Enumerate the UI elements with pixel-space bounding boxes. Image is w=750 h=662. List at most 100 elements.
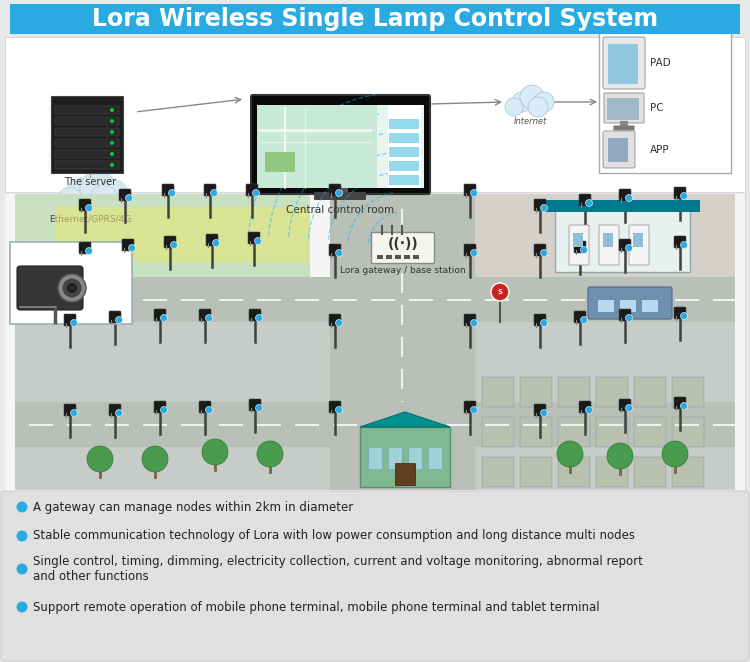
Polygon shape [475,322,735,490]
FancyBboxPatch shape [534,314,546,326]
Text: Support remote operation of mobile phone terminal, mobile phone terminal and tab: Support remote operation of mobile phone… [33,600,600,614]
Text: Lora Wireless Single Lamp Control System: Lora Wireless Single Lamp Control System [92,7,658,31]
FancyBboxPatch shape [619,239,631,251]
Circle shape [128,244,136,252]
Circle shape [335,406,343,414]
Circle shape [470,406,478,414]
FancyBboxPatch shape [51,96,123,173]
FancyBboxPatch shape [413,255,419,259]
FancyBboxPatch shape [634,417,666,447]
FancyBboxPatch shape [55,106,119,114]
FancyBboxPatch shape [520,457,552,487]
FancyBboxPatch shape [599,225,619,265]
FancyBboxPatch shape [603,37,645,89]
FancyBboxPatch shape [64,404,76,416]
FancyBboxPatch shape [360,427,450,487]
Text: Stable communication technology of Lora with low power consumption and long dist: Stable communication technology of Lora … [33,530,635,542]
FancyBboxPatch shape [428,447,442,469]
Circle shape [58,187,82,211]
FancyBboxPatch shape [10,242,132,324]
FancyBboxPatch shape [604,93,644,123]
Circle shape [335,320,343,326]
FancyBboxPatch shape [199,309,211,321]
Circle shape [580,246,587,254]
Circle shape [586,199,592,207]
FancyBboxPatch shape [389,175,419,185]
Circle shape [680,193,688,199]
FancyBboxPatch shape [404,255,410,259]
Polygon shape [15,402,735,447]
FancyBboxPatch shape [672,377,704,407]
FancyBboxPatch shape [55,150,119,158]
Circle shape [116,316,122,324]
FancyBboxPatch shape [79,242,91,254]
FancyBboxPatch shape [464,401,476,413]
FancyBboxPatch shape [596,377,628,407]
Circle shape [116,410,122,416]
Text: Single control, timing, dimming, electricity collection, current and voltage mon: Single control, timing, dimming, electri… [33,555,643,583]
Circle shape [541,410,548,416]
Circle shape [16,502,28,512]
Circle shape [626,314,632,322]
Circle shape [70,410,77,416]
FancyBboxPatch shape [395,255,401,259]
Circle shape [170,242,178,248]
FancyBboxPatch shape [629,225,649,265]
Circle shape [256,404,262,412]
FancyBboxPatch shape [79,199,91,211]
FancyBboxPatch shape [534,244,546,256]
Text: S: S [497,289,502,295]
FancyBboxPatch shape [608,138,628,162]
Circle shape [58,274,86,302]
FancyBboxPatch shape [464,244,476,256]
Text: Ethernet/GPRS/4G: Ethernet/GPRS/4G [49,214,131,223]
FancyBboxPatch shape [555,207,690,272]
Circle shape [110,152,114,156]
Circle shape [211,189,218,197]
Circle shape [142,446,168,472]
FancyBboxPatch shape [109,404,121,416]
FancyBboxPatch shape [248,232,260,244]
Circle shape [86,248,92,254]
FancyBboxPatch shape [598,300,614,312]
Circle shape [662,441,688,467]
FancyBboxPatch shape [249,309,261,321]
FancyBboxPatch shape [371,232,434,263]
FancyBboxPatch shape [109,311,121,323]
FancyBboxPatch shape [569,225,589,265]
Circle shape [67,283,77,293]
Circle shape [16,602,28,612]
FancyBboxPatch shape [633,233,643,247]
FancyBboxPatch shape [520,377,552,407]
Circle shape [557,441,583,467]
FancyBboxPatch shape [614,126,634,130]
Polygon shape [15,322,330,490]
Circle shape [586,406,592,414]
Circle shape [626,404,632,412]
Circle shape [520,85,544,109]
Circle shape [541,320,548,326]
FancyBboxPatch shape [464,184,476,196]
Circle shape [580,316,587,324]
FancyBboxPatch shape [329,184,341,196]
FancyBboxPatch shape [257,105,377,188]
Text: Lora gateway / base station: Lora gateway / base station [340,266,466,275]
FancyBboxPatch shape [464,314,476,326]
Circle shape [169,189,176,197]
Circle shape [16,563,28,575]
Circle shape [70,320,77,326]
FancyBboxPatch shape [482,417,514,447]
Circle shape [335,250,343,256]
Circle shape [110,108,114,112]
FancyBboxPatch shape [674,307,686,319]
Text: APP: APP [650,145,670,155]
FancyBboxPatch shape [603,131,635,168]
Circle shape [110,119,114,123]
FancyBboxPatch shape [520,417,552,447]
Circle shape [528,97,548,117]
Circle shape [505,98,523,116]
FancyBboxPatch shape [246,184,258,196]
Circle shape [86,205,92,211]
Circle shape [534,92,554,112]
FancyBboxPatch shape [154,309,166,321]
